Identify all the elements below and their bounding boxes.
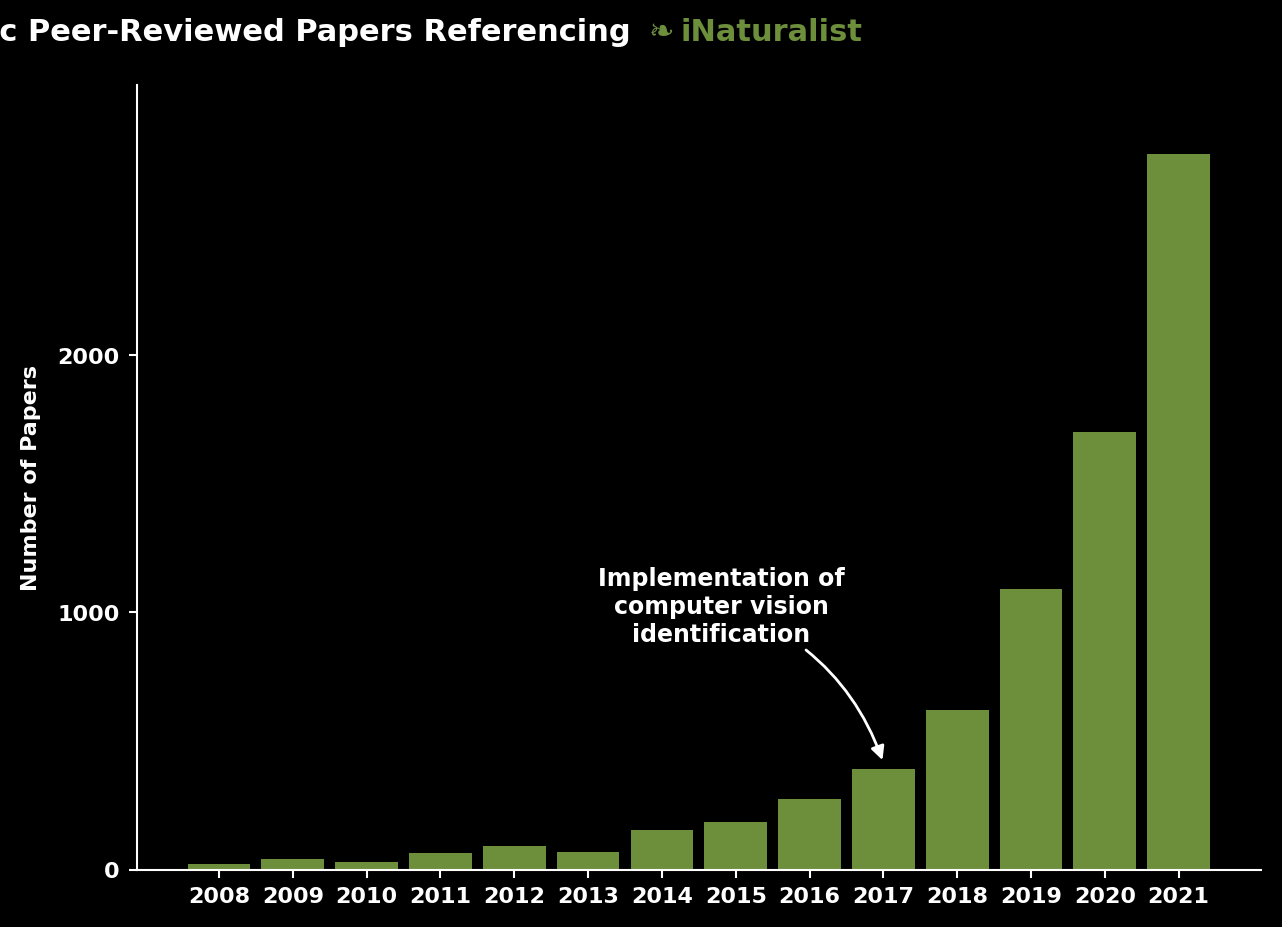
Text: iNaturalist: iNaturalist [681,18,863,47]
Bar [336,862,397,870]
Bar [262,858,324,870]
Bar [483,846,546,870]
Bar [1147,155,1210,870]
Bar [631,830,694,870]
Text: ❧: ❧ [649,18,674,47]
Bar [1073,433,1136,870]
Bar [853,769,915,870]
Y-axis label: Number of Papers: Number of Papers [21,364,41,590]
Bar [187,864,250,870]
Text: Implementation of
computer vision
identification: Implementation of computer vision identi… [597,566,883,757]
Bar [1000,590,1063,870]
Text: New Scientific Peer-Reviewed Papers Referencing: New Scientific Peer-Reviewed Papers Refe… [0,18,641,47]
Bar [778,799,841,870]
Bar [704,822,767,870]
Bar [556,852,619,870]
Bar [409,853,472,870]
Bar [926,710,988,870]
